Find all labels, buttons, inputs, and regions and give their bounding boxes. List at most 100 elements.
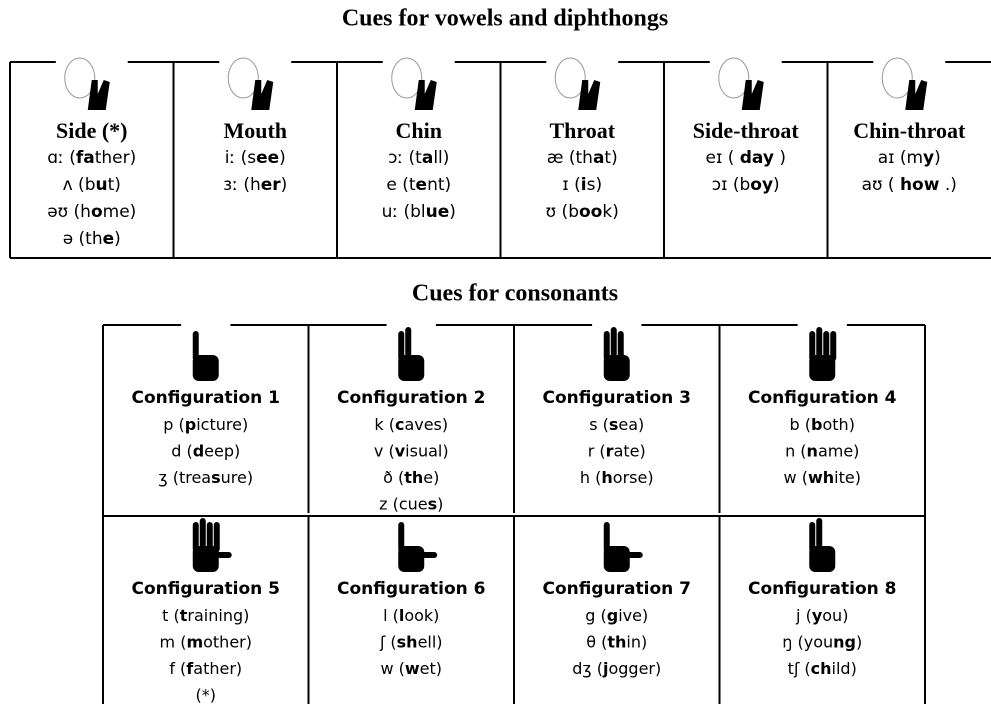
cue-text: eep) xyxy=(204,441,240,460)
finger xyxy=(603,331,610,361)
cue-line: aɪ (my) xyxy=(878,148,941,168)
cue-line: əʊ (home) xyxy=(47,202,136,222)
hand-icon xyxy=(809,518,836,572)
palm xyxy=(809,546,836,572)
cue-line: ʃ (shell) xyxy=(379,632,443,651)
cue-line: v (visual) xyxy=(374,441,449,460)
configuration-header: Configuration 6 xyxy=(337,579,485,599)
cue-text: orse) xyxy=(613,468,654,487)
cue-line: ʊ (book) xyxy=(546,202,619,222)
cue-text: ɜː (h xyxy=(223,175,261,195)
cue-bold: l xyxy=(399,606,404,625)
cue-line: d (deep) xyxy=(171,441,240,460)
cue-text: me) xyxy=(103,202,137,222)
consonants-title: Cues for consonants xyxy=(412,281,618,307)
hand-icon xyxy=(192,331,219,381)
cue-text: w ( xyxy=(380,659,404,678)
cue-text: e) xyxy=(423,468,439,487)
finger xyxy=(617,331,624,361)
configuration-header: Configuration 4 xyxy=(748,388,897,408)
cue-text: z (cue xyxy=(379,494,428,513)
cue-text: ð ( xyxy=(383,468,404,487)
palm xyxy=(192,355,219,381)
cue-bold: th xyxy=(404,468,423,487)
cue-line: ə (the) xyxy=(63,229,121,249)
palm xyxy=(603,546,630,572)
cue-line: j (you) xyxy=(795,606,848,625)
cue-text: b ( xyxy=(790,415,811,434)
cue-bold: o xyxy=(91,202,103,222)
cue-text: aves) xyxy=(404,415,448,434)
cue-bold: a xyxy=(422,148,433,168)
cue-line: n (name) xyxy=(785,441,859,460)
cue-line: uː (blue) xyxy=(382,202,456,222)
cue-line: g (give) xyxy=(585,606,648,625)
cue-text: m ( xyxy=(160,632,187,651)
cue-bold: ue xyxy=(426,202,450,222)
cue-line: k (caves) xyxy=(374,415,448,434)
cue-line: ɜː (her) xyxy=(223,175,287,195)
hand-icon xyxy=(603,522,643,572)
cue-text: w ( xyxy=(784,468,808,487)
cue-line: tʃ (child) xyxy=(788,659,857,678)
cue-line: b (both) xyxy=(790,415,855,434)
cue-text: oth) xyxy=(822,415,854,434)
cue-text: ) xyxy=(774,148,786,168)
vowel-header: Chin-throat xyxy=(853,118,966,143)
cue-text: t) xyxy=(604,148,617,168)
cue-bold: e xyxy=(416,175,428,195)
cue-text: eɪ ( xyxy=(706,148,740,168)
cue-text: ʌ (b xyxy=(63,175,96,195)
cue-text: l ( xyxy=(383,606,399,625)
cue-line: æ (that) xyxy=(547,148,618,168)
cue-line: eɪ ( day ) xyxy=(706,148,786,168)
cue-line: ŋ (young) xyxy=(782,632,862,651)
cue-text: p ( xyxy=(163,415,184,434)
cue-line: s (sea) xyxy=(589,415,644,434)
cue-text: ame) xyxy=(818,441,859,460)
cue-text: uː (bl xyxy=(382,202,426,222)
cue-text: ) xyxy=(856,632,862,651)
hand xyxy=(741,80,764,110)
cue-bold: oo xyxy=(579,202,602,222)
thumb xyxy=(215,552,232,558)
cue-text: s) xyxy=(587,175,603,195)
hand xyxy=(87,80,110,110)
cue-text: ɔː (t xyxy=(388,148,422,168)
cue-bold: th xyxy=(607,632,626,651)
cue-text: (*) xyxy=(196,685,216,704)
cue-line: p (picture) xyxy=(163,415,248,434)
cue-line: h (horse) xyxy=(580,468,654,487)
cue-text: ) xyxy=(449,202,456,222)
cue-line: iː (see) xyxy=(225,148,286,168)
cue-text: ɪ ( xyxy=(562,175,580,195)
cue-bold: ee xyxy=(256,148,279,168)
cue-bold: u xyxy=(95,175,107,195)
finger xyxy=(823,331,830,361)
cue-text: ure) xyxy=(221,468,253,487)
cue-bold: g xyxy=(607,606,618,625)
cue-bold: ng xyxy=(833,632,856,651)
cue-text: ite) xyxy=(834,468,861,487)
cue-text: ) xyxy=(114,229,121,249)
cue-text: ook) xyxy=(404,606,439,625)
cue-text: aɪ (m xyxy=(878,148,923,168)
cue-text: ) xyxy=(279,148,286,168)
configuration-header: Configuration 5 xyxy=(132,579,280,599)
cue-text: æ (th xyxy=(547,148,593,168)
cue-text: other) xyxy=(203,632,252,651)
cue-text: icture) xyxy=(196,415,248,434)
cue-bold: how xyxy=(900,175,940,195)
hand xyxy=(905,80,928,110)
cue-text: ogger) xyxy=(608,659,661,678)
finger xyxy=(603,522,610,552)
cue-line: dʒ (jogger) xyxy=(572,659,661,678)
cue-text: ŋ (you xyxy=(782,632,833,651)
configuration-header: Configuration 3 xyxy=(543,388,691,408)
finger xyxy=(192,522,199,552)
hand xyxy=(414,80,437,110)
cue-text: d ( xyxy=(171,441,192,460)
cue-text: θ ( xyxy=(586,632,607,651)
cue-text: ʊ (b xyxy=(546,202,579,222)
